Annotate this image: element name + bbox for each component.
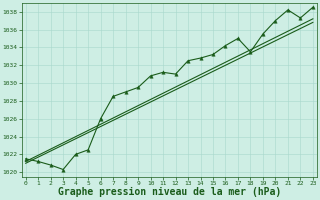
- X-axis label: Graphe pression niveau de la mer (hPa): Graphe pression niveau de la mer (hPa): [58, 187, 281, 197]
